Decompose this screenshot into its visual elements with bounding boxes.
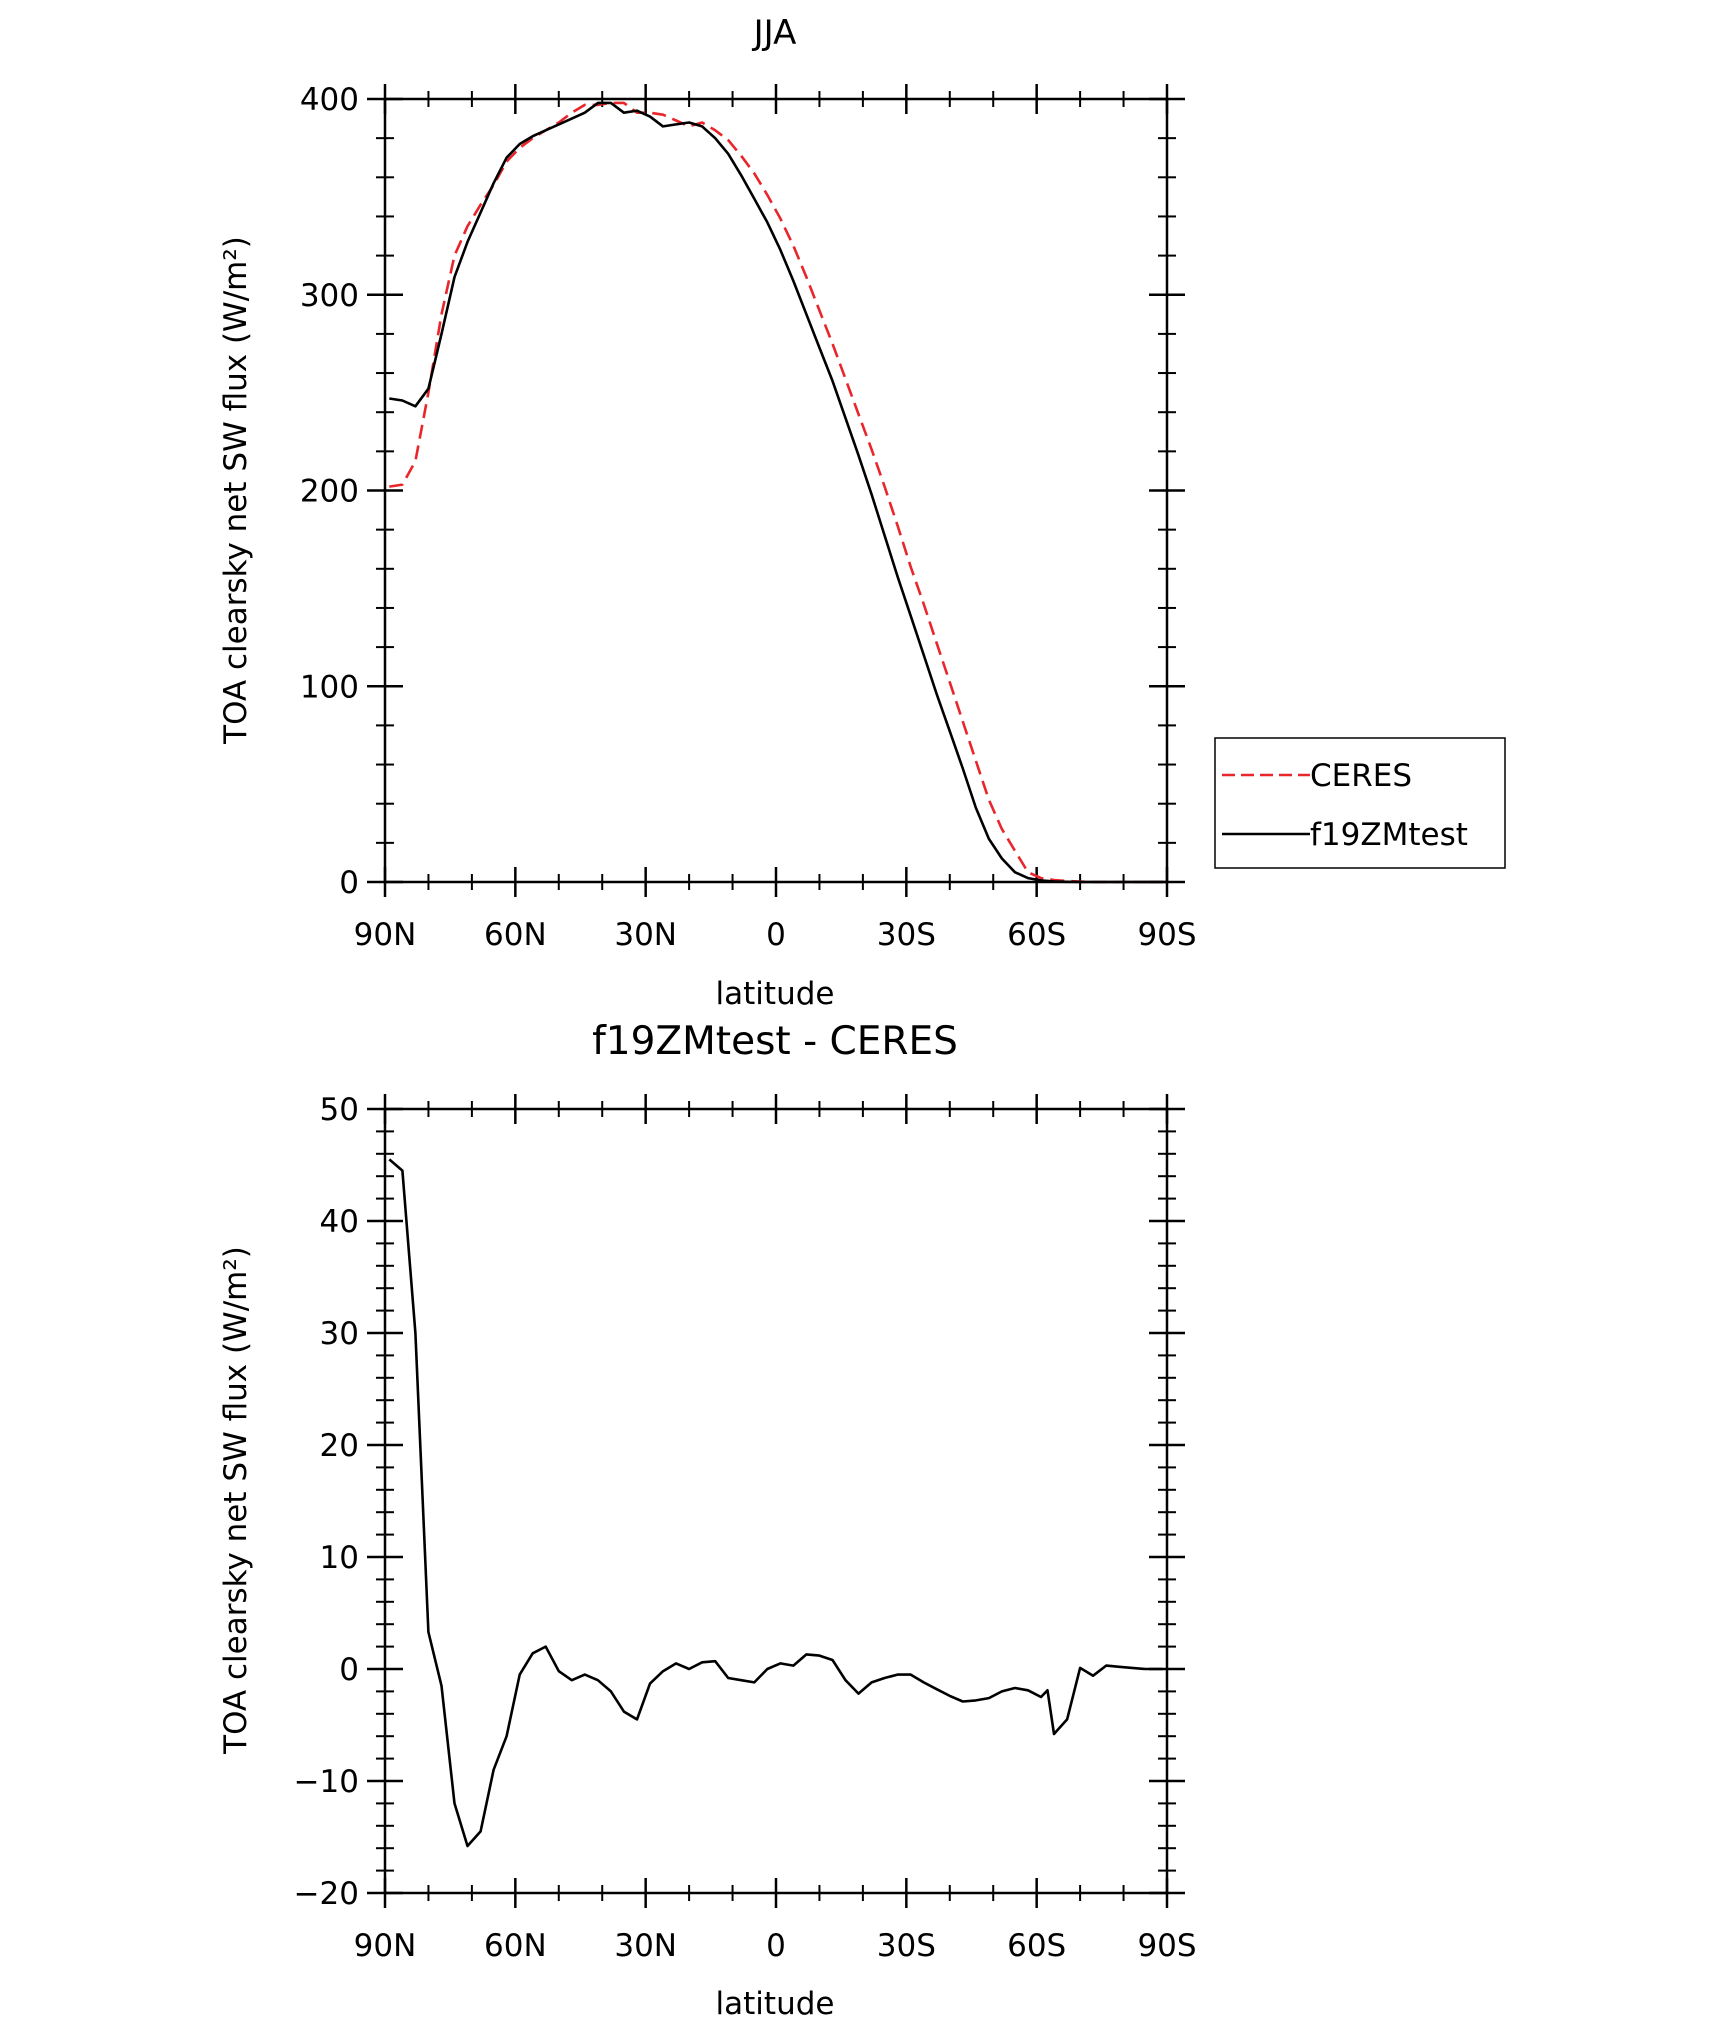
x-tick-label: 60S	[1007, 917, 1066, 953]
plot-frame	[383, 1107, 1169, 1895]
y-tick-label: 10	[320, 1540, 359, 1576]
y-tick-label: 300	[300, 278, 359, 314]
y-tick-label: 20	[320, 1428, 359, 1464]
y-tick-label: −20	[294, 1876, 359, 1912]
top-panel: JJA TOA clearsky net SW flux (W/m²) lati…	[218, 13, 1506, 1012]
x-tick-label: 60N	[484, 1928, 547, 1964]
x-tick-label: 0	[766, 917, 786, 953]
series-lines	[389, 101, 1163, 884]
y-tick-label: 0	[339, 865, 359, 901]
y-tick-label: 200	[300, 474, 359, 510]
x-tick-label: 60N	[484, 917, 547, 953]
x-tick-label: 60S	[1007, 1928, 1066, 1964]
x-tick-label: 0	[766, 1928, 786, 1964]
tick-marks	[367, 84, 1185, 897]
x-tick-labels: 90N 60N 30N 0 30S 60S 90S	[354, 917, 1197, 953]
series-lines	[388, 1158, 1163, 1848]
series-line-difference	[388, 1158, 1163, 1848]
series-line-ceres	[389, 101, 1163, 884]
x-tick-label: 30S	[877, 917, 936, 953]
y-axis-label: TOA clearsky net SW flux (W/m²)	[218, 1246, 254, 1755]
y-axis-label: TOA clearsky net SW flux (W/m²)	[218, 236, 254, 745]
y-tick-label: 400	[300, 82, 359, 118]
x-tick-labels: 90N 60N 30N 0 30S 60S 90S	[354, 1928, 1197, 1964]
y-tick-label: 100	[300, 669, 359, 705]
x-tick-label: 90N	[354, 917, 417, 953]
x-axis-label: latitude	[716, 1986, 835, 2021]
y-tick-labels: 0 100 200 300 400	[300, 82, 359, 901]
x-tick-label: 30N	[614, 1928, 677, 1964]
x-tick-label: 30N	[614, 917, 677, 953]
y-tick-label: 0	[339, 1652, 359, 1688]
x-tick-label: 90S	[1137, 917, 1196, 953]
x-axis-label: latitude	[716, 976, 835, 1012]
x-tick-label: 90S	[1137, 1928, 1196, 1964]
x-tick-label: 90N	[354, 1928, 417, 1964]
y-tick-label: 30	[320, 1316, 359, 1352]
y-tick-label: −10	[294, 1764, 359, 1800]
y-tick-label: 40	[320, 1204, 359, 1240]
bottom-panel: f19ZMtest - CERES TOA clearsky net SW fl…	[218, 1019, 1197, 2021]
series-line-f19zmtest	[389, 101, 1163, 884]
y-tick-label: 50	[320, 1092, 359, 1128]
x-tick-label: 30S	[877, 1928, 936, 1964]
legend-box	[1214, 737, 1506, 869]
y-tick-labels: −20 −10 0 10 20 30 40 50	[294, 1092, 359, 1912]
chart-title: f19ZMtest - CERES	[592, 1019, 958, 1064]
legend-label-ceres: CERES	[1310, 758, 1412, 794]
chart-title: JJA	[752, 13, 797, 53]
legend: CERES f19ZMtest	[1214, 737, 1506, 869]
legend-label-f19zmtest: f19ZMtest	[1310, 817, 1468, 853]
plot-frame	[383, 97, 1169, 884]
